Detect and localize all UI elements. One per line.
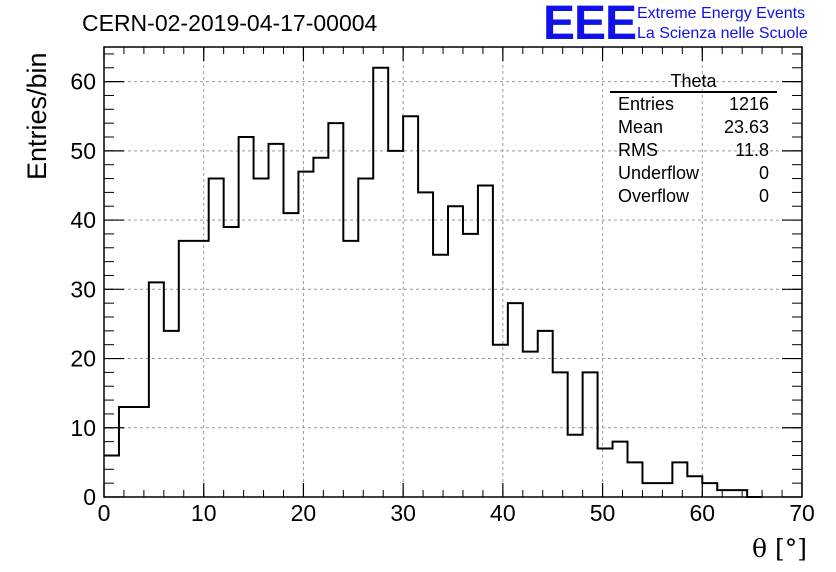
stats-box: Theta Entries 1216 Mean 23.63 RMS 11.8 U… [610, 72, 777, 208]
stats-value: 0 [758, 163, 769, 183]
stats-row-underflow: Underflow 0 [610, 162, 777, 185]
eee-logo: EEE [543, 0, 637, 50]
stats-label: Entries [618, 94, 675, 114]
x-tick-label: 40 [490, 500, 516, 526]
y-tick-label: 20 [70, 346, 96, 372]
x-tick-label: 60 [689, 500, 715, 526]
x-tick-label: 30 [390, 500, 416, 526]
x-tick-label: 70 [789, 500, 815, 526]
histogram-line [104, 66, 763, 498]
stats-row-overflow: Overflow 0 [610, 185, 777, 208]
y-tick-label: 50 [70, 138, 96, 164]
stats-label: Overflow [618, 186, 690, 206]
y-tick-label: 40 [70, 207, 96, 233]
plot-frame [103, 46, 803, 498]
stats-label: Underflow [618, 163, 700, 183]
chart-title: CERN-02-2019-04-17-00004 [82, 10, 378, 36]
logo-text-line1: Extreme Energy Events [637, 5, 806, 22]
stats-value: 11.8 [735, 140, 769, 160]
stats-title: Theta [610, 72, 777, 93]
stats-label: Mean [618, 117, 664, 137]
stats-value: 23.63 [723, 117, 769, 137]
stats-row-entries: Entries 1216 [610, 93, 777, 116]
x-tick-label: 50 [590, 500, 616, 526]
stats-value: 0 [758, 186, 769, 206]
stats-value: 1216 [728, 94, 769, 114]
stats-row-rms: RMS 11.8 [610, 139, 777, 162]
x-tick-label: 0 [98, 500, 111, 526]
logo-text-line2: La Scienza nelle Scuole [637, 25, 808, 42]
stats-row-mean: Mean 23.63 [610, 116, 777, 139]
stats-label: RMS [618, 140, 658, 160]
x-tick-label: 20 [291, 500, 317, 526]
x-axis-label: θ [°] [752, 534, 808, 563]
axis-ticks [103, 47, 803, 498]
y-tick-label: 60 [70, 69, 96, 95]
y-tick-label: 30 [70, 276, 96, 302]
y-tick-label: 0 [83, 484, 96, 510]
y-axis-label: Entries/bin [22, 52, 52, 180]
x-tick-label: 10 [191, 500, 217, 526]
tick-labels: 0 10 20 30 40 50 60 70 0 10 20 30 40 50 60 [70, 69, 814, 526]
y-tick-label: 10 [70, 415, 96, 441]
